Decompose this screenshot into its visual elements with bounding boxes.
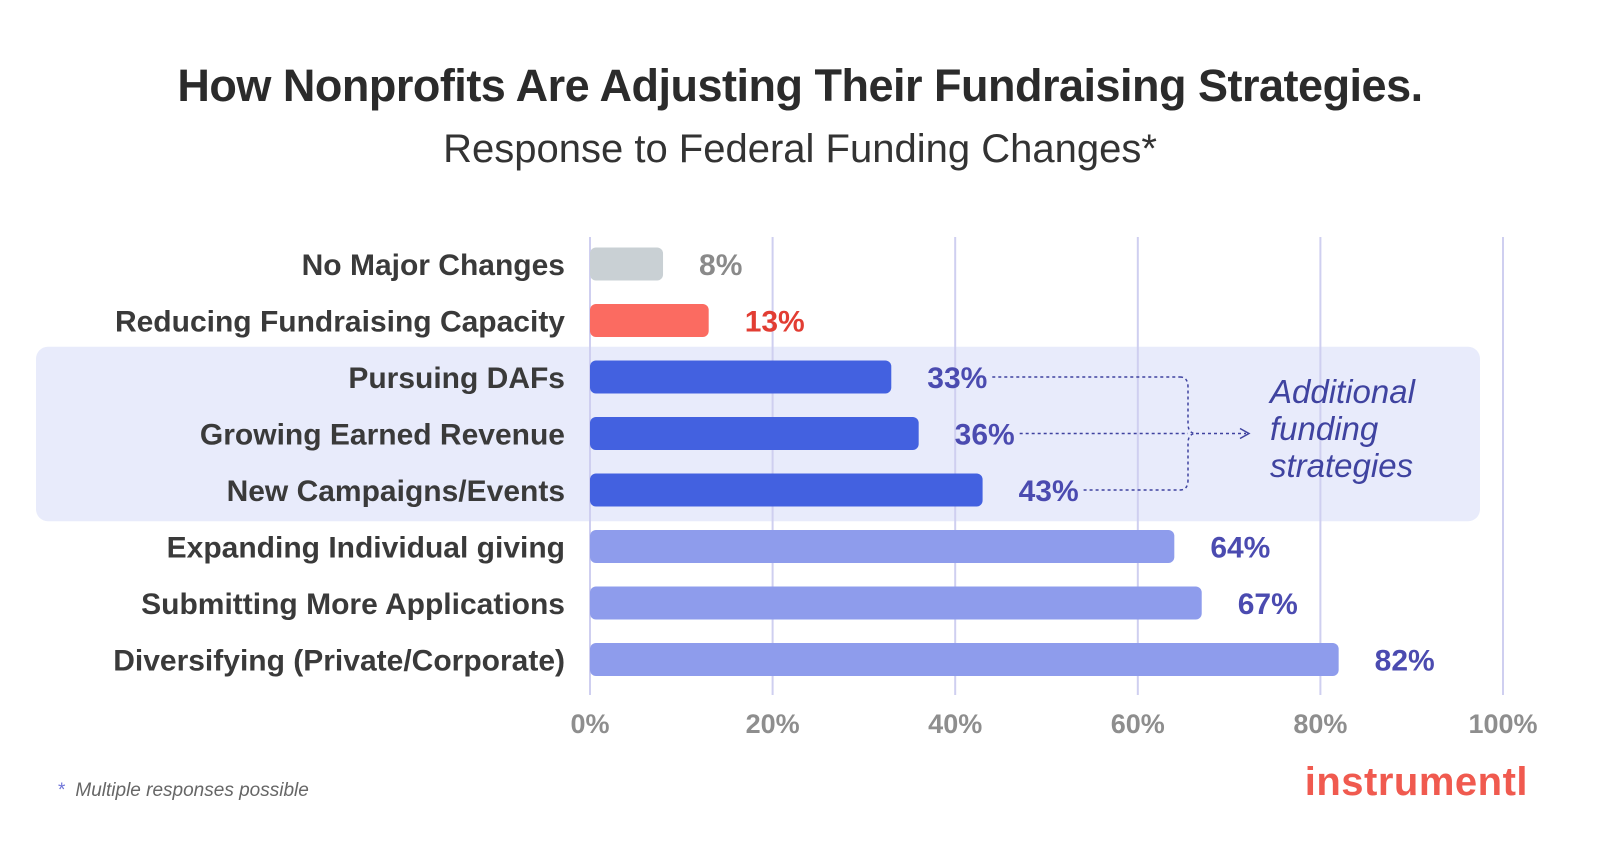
data-label: 67% [1238,588,1298,621]
data-label: 82% [1375,645,1435,678]
x-tick-label: 20% [746,709,800,739]
data-label: 33% [927,362,987,395]
arrow-head-icon [1239,427,1251,440]
x-tick-label: 80% [1293,709,1347,739]
data-label: 64% [1210,532,1270,565]
annotation-text: Additional [1268,373,1417,410]
chart-subtitle: Response to Federal Funding Changes* [443,127,1157,171]
category-label: New Campaigns/Events [227,475,565,508]
x-tick-label: 40% [928,709,982,739]
category-label: No Major Changes [302,249,565,282]
x-tick-label: 0% [570,709,609,739]
data-label: 36% [955,419,1015,452]
bar [590,586,1202,620]
bracket [1179,376,1197,491]
brand-logo: instrumentl [1304,760,1528,804]
bar [590,247,664,281]
bar [590,643,1339,676]
bar [590,360,892,394]
data-label: 8% [699,249,742,282]
category-label: Pursuing DAFs [348,362,565,395]
x-tick-label: 100% [1468,709,1537,739]
footnote-star-icon: * [58,780,66,801]
category-label: Growing Earned Revenue [200,419,565,452]
footnote-text: Multiple responses possible [75,780,309,801]
bar [590,417,919,450]
annotation-text: funding [1270,410,1379,447]
bar [590,473,983,507]
bar [590,530,1175,563]
x-tick-label: 60% [1111,709,1165,739]
footnote: * Multiple responses possible [58,780,309,802]
annotation-text: strategies [1270,447,1413,484]
data-label: 43% [1019,475,1079,508]
category-label: Expanding Individual giving [167,532,565,565]
bar [590,304,709,337]
category-label: Submitting More Applications [141,588,565,621]
chart-title: How Nonprofits Are Adjusting Their Fundr… [177,60,1423,111]
data-label: 13% [745,306,805,339]
category-label: Diversifying (Private/Corporate) [113,645,565,678]
category-label: Reducing Fundraising Capacity [115,306,565,339]
